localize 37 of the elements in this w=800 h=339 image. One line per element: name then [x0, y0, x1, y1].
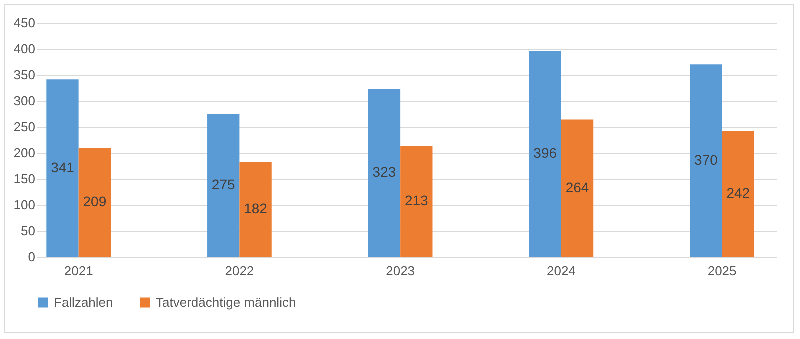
bar: [690, 64, 722, 257]
y-tick-label: 0: [28, 250, 36, 264]
data-label: 213: [404, 192, 429, 209]
bar: [46, 80, 79, 257]
y-tick-label: 300: [14, 94, 36, 108]
legend-label: Fallzahlen: [54, 294, 114, 310]
bar: [400, 146, 433, 257]
legend-label: Tatverdächtige männlich: [156, 294, 296, 310]
x-tick-label: 2022: [225, 264, 254, 278]
x-tick-label: 2024: [546, 264, 576, 278]
x-tick-label: 2021: [64, 264, 94, 278]
bar: [722, 131, 754, 257]
data-label: 242: [726, 185, 750, 202]
y-tick-label: 100: [14, 198, 36, 212]
data-label: 396: [534, 145, 558, 162]
data-label: 275: [212, 176, 236, 192]
bar: [561, 120, 594, 257]
data-label: 370: [694, 152, 718, 168]
bar: [208, 114, 240, 257]
bar: [240, 162, 272, 257]
bar: [529, 51, 562, 257]
data-label: 264: [566, 179, 590, 196]
bar: [368, 89, 401, 257]
y-tick-label: 250: [14, 120, 36, 134]
data-label: 182: [244, 200, 268, 217]
y-tick-label: 150: [14, 172, 36, 186]
y-tick-label: 350: [14, 68, 36, 82]
y-tick-label: 400: [14, 42, 36, 56]
y-tick-label: 450: [14, 16, 36, 30]
data-label: 323: [372, 164, 396, 180]
x-tick-label: 2025: [708, 264, 737, 278]
data-label: 209: [83, 194, 107, 210]
y-tick-label: 50: [21, 224, 36, 238]
x-tick-label: 2023: [386, 264, 416, 278]
bar: [78, 148, 111, 257]
data-label: 341: [51, 159, 75, 176]
y-tick-label: 200: [14, 146, 36, 160]
